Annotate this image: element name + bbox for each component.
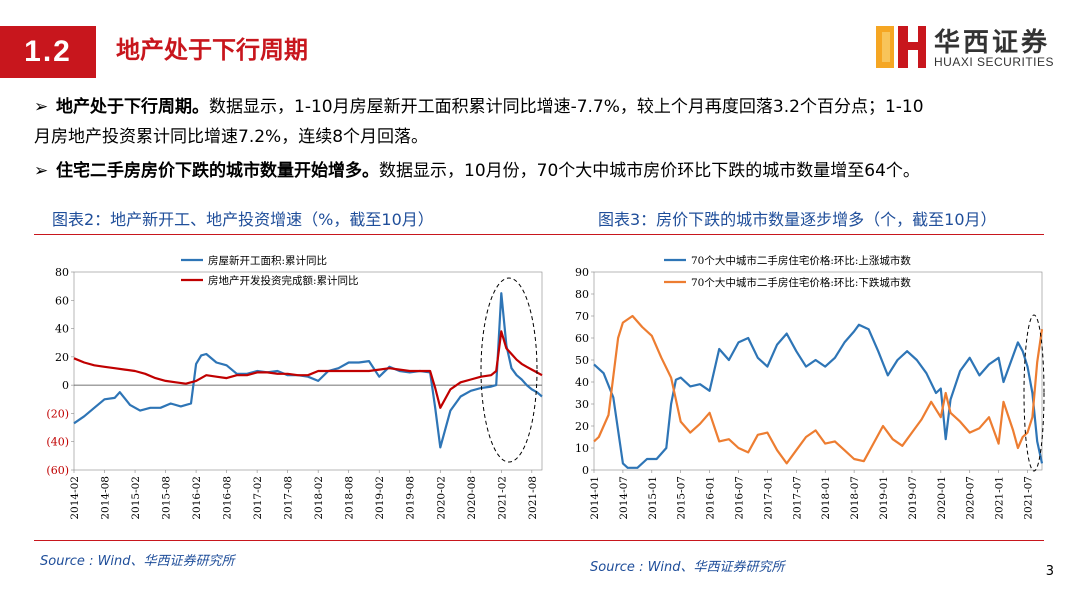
y-tick-label: 0 (582, 464, 589, 477)
x-tick-label: 2015-08 (161, 476, 173, 520)
page-number: 3 (1045, 564, 1054, 579)
x-tick-label: 2020-07 (965, 476, 977, 520)
x-tick-label: 2016-02 (191, 476, 203, 520)
x-tick-label: 2018-02 (313, 476, 325, 520)
logo-english-name: HUAXI SECURITIES (934, 55, 1055, 69)
y-tick-label: 10 (575, 442, 589, 455)
x-tick-label: 2018-08 (344, 476, 356, 520)
x-tick-label: 2017-07 (791, 476, 803, 520)
y-tick-label: 70 (575, 310, 589, 323)
y-tick-label: 20 (55, 351, 69, 364)
x-tick-label: 2021-01 (994, 476, 1006, 520)
left-source-note: Source : Wind、华西证券研究所 (40, 554, 235, 569)
chart-bottom-divider (34, 540, 1044, 541)
x-tick-label: 2015-07 (676, 476, 688, 520)
y-tick-label: 40 (55, 323, 69, 336)
y-tick-label: 60 (55, 294, 69, 307)
x-tick-label: 2016-07 (734, 476, 746, 520)
x-tick-label: 2015-01 (647, 476, 659, 520)
x-tick-label: 2014-02 (69, 476, 81, 520)
x-tick-label: 2015-02 (130, 476, 142, 520)
plot-frame (73, 271, 543, 471)
y-tick-label: (40) (46, 436, 69, 449)
x-tick-label: 2018-07 (849, 476, 861, 520)
logo-chinese-name: 华西证券 (934, 28, 1051, 58)
x-tick-label: 2018-01 (820, 476, 832, 520)
x-tick-label: 2014-08 (100, 476, 112, 520)
right-source-note: Source : Wind、华西证券研究所 (590, 560, 785, 575)
y-tick-label: 0 (62, 379, 69, 392)
bullet-2-bold: 住宅二手房房价下跌的城市数量开始增多。 (56, 161, 379, 181)
x-tick-label: 2020-08 (466, 476, 478, 520)
x-tick-label: 2021-08 (527, 476, 539, 520)
bullet-marker: ➢ (34, 97, 49, 117)
x-tick-label: 2019-01 (878, 476, 890, 520)
x-tick-label: 2017-08 (283, 476, 295, 520)
y-tick-label: 20 (575, 420, 589, 433)
y-tick-label: 30 (575, 398, 589, 411)
series-line-2 (593, 314, 1044, 465)
y-tick-label: 80 (55, 266, 69, 279)
x-tick-label: 2014-07 (618, 476, 630, 520)
y-tick-label: 60 (575, 332, 589, 345)
bullet-2: ➢ 住宅二手房房价下跌的城市数量开始增多。数据显示，10月份，70个大中城市房价环… (34, 156, 1044, 186)
x-tick-label: 2021-07 (1023, 476, 1035, 520)
plot-frame (593, 271, 1043, 471)
highlight-ellipse (1023, 314, 1045, 472)
right-chart-title: 图表3：房价下跌的城市数量逐步增多（个，截至10月） (598, 210, 997, 229)
x-tick-label: 2021-02 (496, 476, 508, 520)
page-title: 地产处于下行周期 (116, 36, 308, 64)
chart-top-divider (34, 234, 1044, 235)
legend-label: 70个大中城市二手房住宅价格:环比:上涨城市数 (691, 254, 911, 267)
bullet-marker: ➢ (34, 161, 49, 181)
legend-label: 房屋新开工面积:累计同比 (208, 254, 327, 267)
x-tick-label: 2016-01 (705, 476, 717, 520)
x-tick-label: 2017-01 (762, 476, 774, 520)
legend-label: 70个大中城市二手房住宅价格:环比:下跌城市数 (691, 276, 911, 289)
y-tick-label: (20) (46, 407, 69, 420)
section-number-badge: 1.2 (0, 26, 96, 78)
huaxi-logo-icon (876, 26, 926, 68)
x-tick-label: 2017-02 (252, 476, 264, 520)
bullet-2-line1: 数据显示，10月份，70个大中城市房价环比下跌的城市数量增至64个。 (379, 161, 920, 181)
y-tick-label: (60) (46, 464, 69, 477)
x-tick-label: 2019-07 (907, 476, 919, 520)
bullet-1-line1: 数据显示，1-10月房屋新开工面积累计同比增速-7.7%，较上个月再度回落3.2… (209, 97, 924, 117)
series-line-2 (73, 330, 543, 409)
x-tick-label: 2019-08 (405, 476, 417, 520)
bullet-1-bold: 地产处于下行周期。 (56, 97, 209, 117)
legend-label: 房地产开发投资完成额:累计同比 (208, 274, 359, 287)
bullet-1-line2: 月房地产投资累计同比增速7.2%，连续8个月回落。 (34, 127, 429, 147)
x-tick-label: 2016-08 (222, 476, 234, 520)
bullet-1: ➢ 地产处于下行周期。数据显示，1-10月房屋新开工面积累计同比增速-7.7%，较… (34, 92, 1044, 152)
highlight-ellipse (480, 277, 538, 463)
y-tick-label: 50 (575, 354, 589, 367)
x-tick-label: 2020-02 (435, 476, 447, 520)
y-tick-label: 90 (575, 266, 589, 279)
company-logo: 华西证券 HUAXI SECURITIES (872, 22, 1062, 72)
left-chart-title: 图表2：地产新开工、地产投资增速（%，截至10月） (52, 210, 434, 229)
x-tick-label: 2014-01 (589, 476, 601, 520)
series-line-1 (593, 323, 1044, 469)
y-tick-label: 40 (575, 376, 589, 389)
x-tick-label: 2019-02 (374, 476, 386, 520)
series-line-1 (73, 292, 543, 449)
x-tick-label: 2020-01 (936, 476, 948, 520)
new-construction-investment-chart: 80 60 40 20 0 (20) (40) (60)2014-02 2014-08 2015-… (46, 254, 543, 520)
y-tick-label: 80 (575, 288, 589, 301)
